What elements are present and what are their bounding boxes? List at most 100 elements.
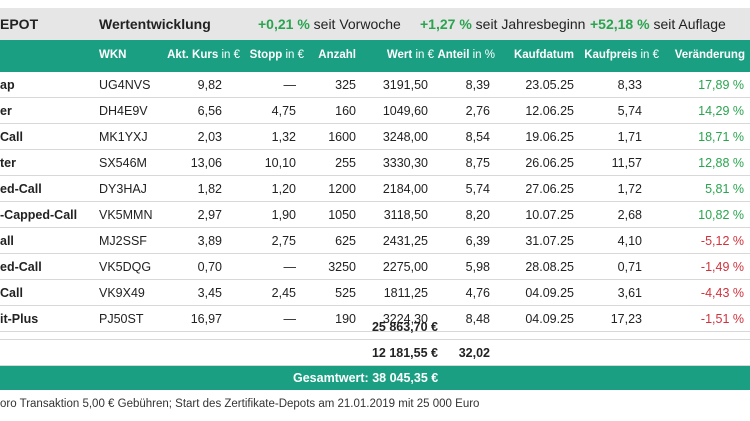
row-kaufdatum: 23.05.25 <box>525 78 574 92</box>
table-row: it-Plus PJ50ST 16,97 — 190 3224,30 8,48 … <box>0 306 750 332</box>
row-wert: 2275,00 <box>382 260 428 274</box>
row-name: Call <box>0 130 23 144</box>
col-kaufdatum: Kaufdatum <box>513 49 574 61</box>
row-kaufdatum: 19.06.25 <box>525 130 574 144</box>
sum-row: 25 863,70 € <box>0 314 750 340</box>
row-wert: 3330,30 <box>382 156 428 170</box>
col-wkn: WKN <box>99 49 127 61</box>
col-anzahl: Anzahl <box>318 49 356 61</box>
row-kaufpreis: 4,10 <box>617 234 642 248</box>
depot-title: EPOT <box>0 16 39 32</box>
row-kurs: 2,97 <box>197 208 222 222</box>
row-wkn: VK5MMN <box>99 208 153 222</box>
row-wert: 3118,50 <box>383 208 428 222</box>
row-stopp: 1,32 <box>271 130 296 144</box>
table-row: all MJ2SSF 3,89 2,75 625 2431,25 6,39 31… <box>0 228 750 254</box>
row-veraenderung: -1,51 % <box>700 312 744 326</box>
grand-total: Gesamtwert: 38 045,35 € <box>293 371 439 385</box>
row-anteil: 8,54 <box>465 130 490 144</box>
row-kurs: 6,56 <box>197 104 222 118</box>
row-kaufdatum: 04.09.25 <box>525 312 574 326</box>
row-kaufdatum: 10.07.25 <box>525 208 574 222</box>
stat-week-value: +0,21 % <box>258 16 310 32</box>
row-wkn: UG4NVS <box>99 78 151 92</box>
row-wert: 1049,60 <box>382 104 428 118</box>
row-anteil: 2,76 <box>465 104 490 118</box>
cash-wert: 12 181,55 € <box>371 346 438 360</box>
row-name: er <box>0 104 12 118</box>
col-stopp-label: Stopp <box>249 49 283 61</box>
col-kurs-label: Akt. Kurs <box>167 49 219 61</box>
row-anteil: 6,39 <box>465 234 490 248</box>
row-name: it-Plus <box>0 312 39 326</box>
depot-title-bar: EPOT Wertentwicklung +0,21 % seit Vorwoc… <box>0 8 750 40</box>
row-wert: 3224,30 <box>382 312 428 326</box>
row-name: ter <box>0 156 16 170</box>
row-veraenderung: 17,89 % <box>698 78 744 92</box>
performance-label: Wertentwicklung <box>99 16 211 32</box>
row-wkn: MJ2SSF <box>99 234 147 248</box>
row-anteil: 5,98 <box>465 260 490 274</box>
col-stopp-unit: in € <box>285 49 304 61</box>
row-kaufpreis: 5,74 <box>617 104 642 118</box>
table-row: Call VK9X49 3,45 2,45 525 1811,25 4,76 0… <box>0 280 750 306</box>
row-anzahl: 1200 <box>328 182 356 196</box>
row-wkn: VK5DQG <box>99 260 152 274</box>
row-anteil: 8,75 <box>465 156 490 170</box>
row-anzahl: 1600 <box>328 130 356 144</box>
row-kaufdatum: 04.09.25 <box>525 286 574 300</box>
row-anzahl: 1050 <box>328 208 356 222</box>
table-row: Call MK1YXJ 2,03 1,32 1600 3248,00 8,54 … <box>0 124 750 150</box>
row-anzahl: 3250 <box>328 260 356 274</box>
row-veraenderung: 18,71 % <box>698 130 744 144</box>
row-veraenderung: -5,12 % <box>700 234 744 248</box>
row-name: all <box>0 234 14 248</box>
row-kurs: 9,82 <box>197 78 222 92</box>
row-wkn: PJ50ST <box>99 312 144 326</box>
table-row: -Capped-Call VK5MMN 2,97 1,90 1050 3118,… <box>0 202 750 228</box>
row-kaufdatum: 28.08.25 <box>525 260 574 274</box>
row-anzahl: 190 <box>335 312 356 326</box>
row-stopp: 1,20 <box>271 182 296 196</box>
row-wkn: VK9X49 <box>99 286 145 300</box>
row-kurs: 16,97 <box>190 312 222 326</box>
col-kaufpreis: Kaufpreis in € <box>584 49 659 61</box>
col-anteil-unit: in % <box>472 49 495 61</box>
table-row: ed-Call VK5DQG 0,70 — 3250 2275,00 5,98 … <box>0 254 750 280</box>
col-stopp: Stopp in € <box>250 49 304 61</box>
stat-year-value: +1,27 % <box>420 16 472 32</box>
row-stopp: — <box>283 260 297 274</box>
row-wkn: DH4E9V <box>99 104 148 118</box>
row-kurs: 13,06 <box>190 156 222 170</box>
stat-inception-value: +52,18 % <box>590 16 650 32</box>
row-wert: 3248,00 <box>382 130 428 144</box>
row-kaufdatum: 12.06.25 <box>525 104 574 118</box>
row-veraenderung: -1,49 % <box>700 260 744 274</box>
row-anteil: 5,74 <box>465 182 490 196</box>
row-kaufdatum: 26.06.25 <box>525 156 574 170</box>
row-anteil: 4,76 <box>465 286 490 300</box>
row-name: Call <box>0 286 23 300</box>
row-anteil: 8,48 <box>465 312 490 326</box>
stat-week-label: seit Vorwoche <box>313 16 401 32</box>
col-wert: Wert in € <box>387 49 434 61</box>
row-anzahl: 625 <box>335 234 356 248</box>
row-kurs: 0,70 <box>197 260 222 274</box>
stat-week: +0,21 % seit Vorwoche <box>258 16 401 32</box>
row-stopp: — <box>283 312 297 326</box>
row-name: ed-Call <box>0 260 42 274</box>
col-kurs: Akt. Kurs in € <box>167 49 240 61</box>
row-kaufpreis: 3,61 <box>617 286 642 300</box>
row-veraenderung: 12,88 % <box>698 156 744 170</box>
row-anzahl: 255 <box>335 156 356 170</box>
col-kaufpreis-unit: in € <box>640 49 659 61</box>
row-name: ap <box>0 78 15 92</box>
row-wkn: DY3HAJ <box>99 182 147 196</box>
col-veraenderung: Veränderung <box>674 49 745 61</box>
table-header: WKN Akt. Kurs in € Stopp in € Anzahl Wer… <box>0 40 750 72</box>
row-veraenderung: 5,81 % <box>705 182 744 196</box>
row-kaufpreis: 17,23 <box>610 312 642 326</box>
col-kaufpreis-label: Kaufpreis <box>584 49 638 61</box>
row-stopp: 10,10 <box>264 156 296 170</box>
col-wert-unit: in € <box>415 49 434 61</box>
